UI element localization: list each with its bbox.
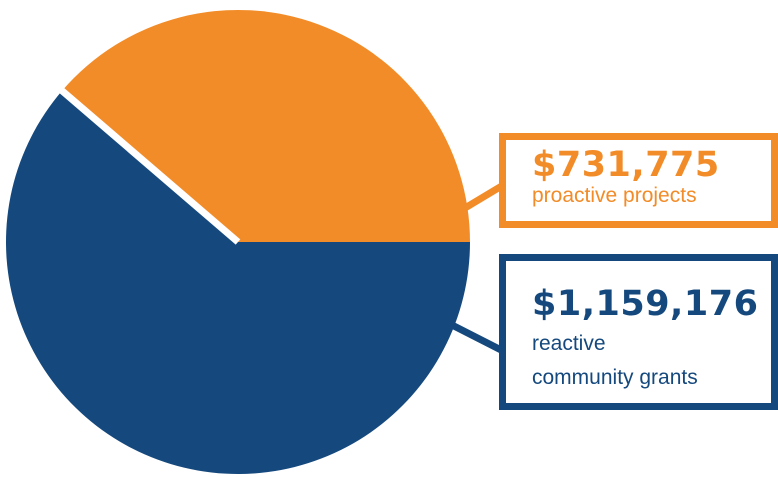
- pie-slice-separator: [55, 84, 241, 245]
- proactive-label: proactive projects: [532, 184, 697, 207]
- reactive-label-line2: community grants: [532, 366, 698, 389]
- pie-slice-proactive-projects: [62, 9, 470, 243]
- reactive-label-line1: reactive: [532, 332, 606, 355]
- callout-proactive-projects: $731,775 proactive projects: [499, 133, 778, 228]
- pie-slice-reactive-community-grants: [5, 90, 471, 474]
- callout-reactive-community-grants: $1,159,176 reactive community grants: [499, 254, 778, 410]
- proactive-amount: $731,775: [532, 145, 720, 185]
- reactive-amount: $1,159,176: [532, 284, 759, 324]
- leader-line-reactive: [450, 321, 507, 356]
